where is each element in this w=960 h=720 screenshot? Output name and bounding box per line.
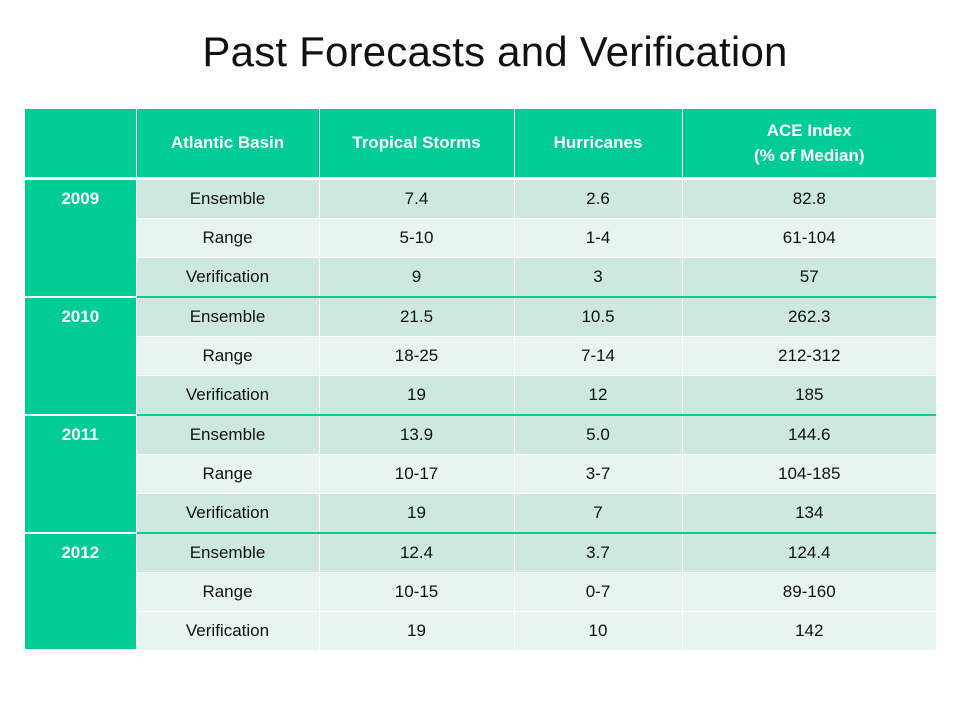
table-row: Range 5-10 1-4 61-104 <box>25 218 936 258</box>
hurricanes-cell: 5.0 <box>514 415 683 455</box>
ace-index-cell: 57 <box>682 257 936 298</box>
slide-title: Past Forecasts and Verification <box>202 28 788 75</box>
tropical-storms-cell: 5-10 <box>319 218 515 258</box>
hurricanes-cell: 0-7 <box>514 572 683 612</box>
tropical-storms-cell: 13.9 <box>319 415 515 455</box>
tropical-storms-cell: 10-17 <box>319 454 515 494</box>
tropical-storms-cell: 19 <box>319 611 515 650</box>
tropical-storms-cell: 19 <box>319 375 515 416</box>
row-label-cell: Range <box>136 336 320 376</box>
ace-index-cell: 89-160 <box>682 572 936 612</box>
row-label-cell: Verification <box>136 493 320 534</box>
table-row: Verification 19 12 185 <box>25 375 936 416</box>
hurricanes-cell: 1-4 <box>514 218 683 258</box>
table-row: 2012 Ensemble 12.4 3.7 124.4 <box>25 533 936 651</box>
header-ace-index: ACE Index (% of Median) <box>682 109 936 180</box>
table-row: Range 10-15 0-7 89-160 <box>25 572 936 612</box>
table-row: 2011 Ensemble 13.9 5.0 144.6 <box>25 415 936 534</box>
header-ace-line2: (% of Median) <box>754 146 865 165</box>
table-row: Range 10-17 3-7 104-185 <box>25 454 936 494</box>
table-row: Verification 19 7 134 <box>25 493 936 534</box>
hurricanes-cell: 3 <box>514 257 683 298</box>
tropical-storms-cell: 7.4 <box>319 178 515 219</box>
table-row: 2009 Ensemble 7.4 2.6 82.8 <box>25 178 936 298</box>
row-label-cell: Range <box>136 218 320 258</box>
tropical-storms-cell: 9 <box>319 257 515 298</box>
row-label-cell: Verification <box>136 257 320 298</box>
header-basin: Atlantic Basin <box>136 109 320 180</box>
year-cell: 2012 <box>25 533 137 651</box>
forecast-table: Atlantic Basin Tropical Storms Hurricane… <box>25 109 936 651</box>
hurricanes-cell: 10.5 <box>514 297 683 337</box>
ace-index-cell: 142 <box>682 611 936 650</box>
row-label-cell: Range <box>136 572 320 612</box>
header-hurricanes: Hurricanes <box>514 109 683 180</box>
row-label-cell: Ensemble <box>136 415 320 455</box>
ace-index-cell: 134 <box>682 493 936 534</box>
hurricanes-cell: 7 <box>514 493 683 534</box>
table-row: Range 18-25 7-14 212-312 <box>25 336 936 376</box>
ace-index-cell: 185 <box>682 375 936 416</box>
ace-index-cell: 61-104 <box>682 218 936 258</box>
tropical-storms-cell: 10-15 <box>319 572 515 612</box>
header-blank-cell <box>25 109 137 180</box>
row-label-cell: Verification <box>136 611 320 650</box>
ace-index-cell: 82.8 <box>682 178 936 219</box>
hurricanes-cell: 7-14 <box>514 336 683 376</box>
ace-index-cell: 144.6 <box>682 415 936 455</box>
table-row: 2010 Ensemble 21.5 10.5 262.3 <box>25 297 936 416</box>
year-cell: 2009 <box>25 178 137 298</box>
row-label-cell: Ensemble <box>136 178 320 219</box>
table-row: Verification 9 3 57 <box>25 257 936 298</box>
row-label-cell: Range <box>136 454 320 494</box>
hurricanes-cell: 3.7 <box>514 533 683 573</box>
header-tropical-storms: Tropical Storms <box>319 109 515 180</box>
tropical-storms-cell: 12.4 <box>319 533 515 573</box>
row-label-cell: Ensemble <box>136 297 320 337</box>
ace-index-cell: 212-312 <box>682 336 936 376</box>
table-body: 2009 Ensemble 7.4 2.6 82.8 Range 5-10 1-4 61-104… <box>25 178 936 651</box>
row-label-cell: Ensemble <box>136 533 320 573</box>
ace-index-cell: 124.4 <box>682 533 936 573</box>
tropical-storms-cell: 18-25 <box>319 336 515 376</box>
year-cell: 2010 <box>25 297 137 416</box>
header-row: Atlantic Basin Tropical Storms Hurricane… <box>25 109 936 180</box>
ace-index-cell: 104-185 <box>682 454 936 494</box>
header-ace-line1: ACE Index <box>766 120 852 140</box>
hurricanes-cell: 2.6 <box>514 178 683 219</box>
row-label-cell: Verification <box>136 375 320 416</box>
hurricanes-cell: 3-7 <box>514 454 683 494</box>
hurricanes-cell: 10 <box>514 611 683 650</box>
ace-index-cell: 262.3 <box>682 297 936 337</box>
tropical-storms-cell: 21.5 <box>319 297 515 337</box>
year-cell: 2011 <box>25 415 137 534</box>
tropical-storms-cell: 19 <box>319 493 515 534</box>
table-row: Verification 19 10 142 <box>25 611 936 650</box>
hurricanes-cell: 12 <box>514 375 683 416</box>
